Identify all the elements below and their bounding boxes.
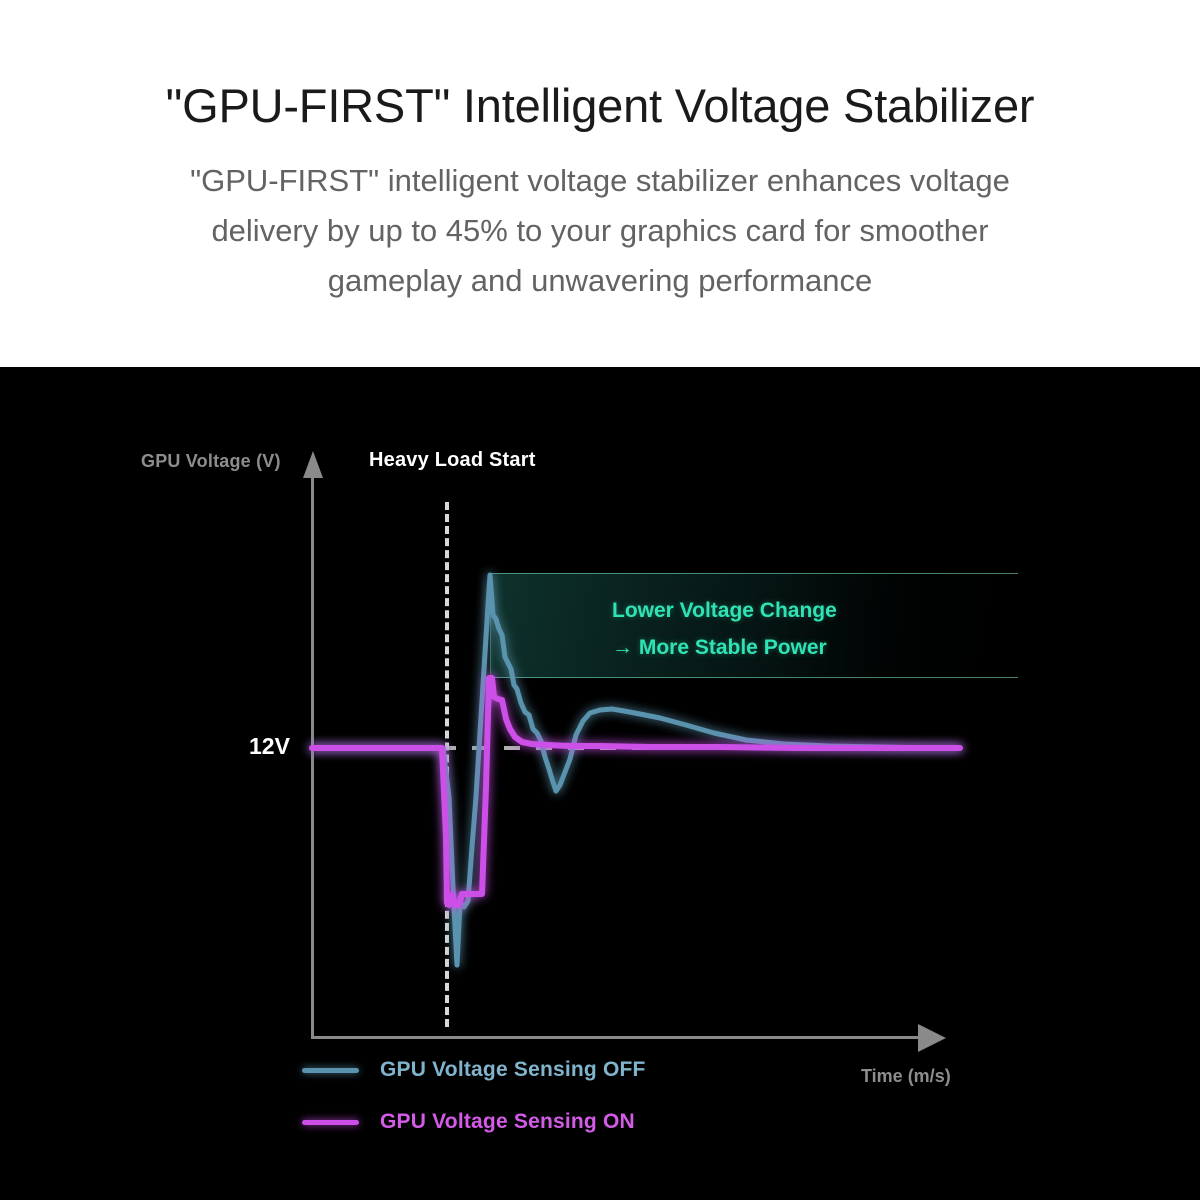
waveform-plot: [309, 572, 963, 968]
legend-item-sensing-off[interactable]: GPU Voltage Sensing OFF: [302, 1057, 646, 1083]
page-subtitle: "GPU-FIRST" intelligent voltage stabiliz…: [55, 156, 1145, 306]
y-axis-line: [311, 475, 314, 1039]
x-axis-line: [311, 1036, 921, 1039]
subtitle-line-1: "GPU-FIRST" intelligent voltage stabiliz…: [190, 163, 1010, 198]
reference-voltage-label: 12V: [249, 733, 290, 759]
annotation-callout-box: [490, 573, 1018, 678]
voltage-chart-panel: GPU Voltage (V) Time (m/s) Heavy Load St…: [0, 367, 1200, 1200]
trace-sensing-off: [309, 572, 963, 968]
header-section: "GPU-FIRST" Intelligent Voltage Stabiliz…: [0, 0, 1200, 367]
heavy-load-marker-label: Heavy Load Start: [369, 449, 536, 471]
x-axis-arrow-icon: [918, 1024, 946, 1052]
legend-label-sensing-off: GPU Voltage Sensing OFF: [380, 1058, 646, 1081]
y-axis-label: GPU Voltage (V): [141, 451, 281, 471]
annotation-callout-text: Lower Voltage Change → More Stable Power: [612, 592, 837, 666]
page-title: "GPU-FIRST" Intelligent Voltage Stabiliz…: [165, 79, 1035, 132]
annotation-line-1: Lower Voltage Change: [612, 599, 837, 622]
subtitle-line-2: delivery by up to 45% to your graphics c…: [211, 213, 989, 248]
annotation-line-2: → More Stable Power: [612, 636, 827, 659]
chart-legend: GPU Voltage Sensing OFF GPU Voltage Sens…: [302, 1057, 646, 1135]
legend-label-sensing-on: GPU Voltage Sensing ON: [380, 1110, 635, 1133]
trace-sensing-on: [309, 675, 963, 908]
subtitle-line-3: gameplay and unwavering performance: [327, 263, 873, 298]
legend-item-sensing-on[interactable]: GPU Voltage Sensing ON: [302, 1109, 646, 1135]
y-axis-arrow-icon: [303, 451, 323, 478]
legend-swatch-sensing-off: [302, 1067, 359, 1073]
x-axis-label: Time (m/s): [861, 1066, 951, 1086]
legend-swatch-sensing-on: [302, 1119, 359, 1125]
